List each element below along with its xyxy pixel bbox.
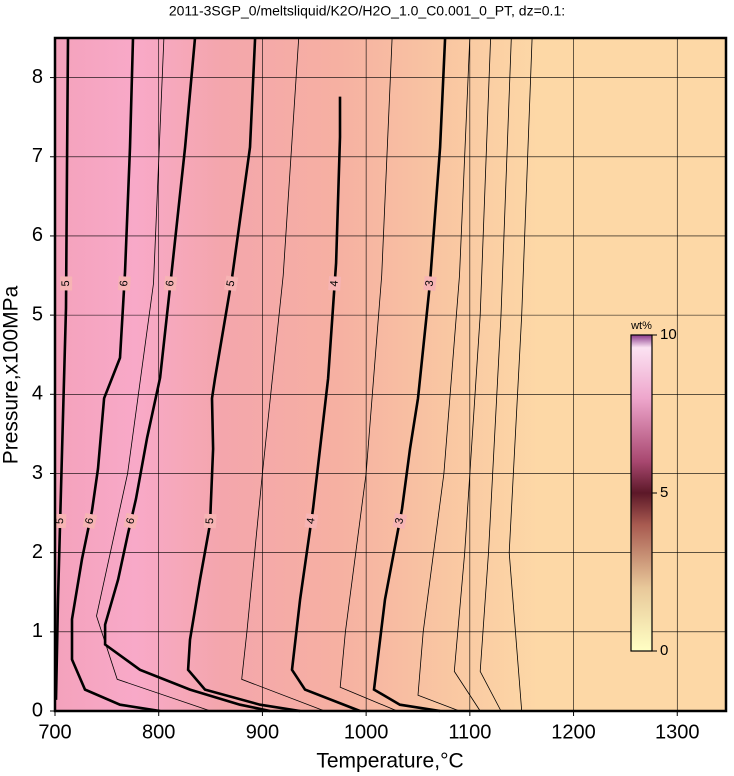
x-tick-label: 1200 — [551, 721, 596, 743]
contour-label-bg — [163, 275, 178, 292]
contour-line — [241, 37, 325, 712]
x-tick-label: 800 — [142, 721, 175, 743]
plot: 700 800 900 1000 1100 1200 1300 0 1 2 3 4 5 6 7 8 6 6 6 6 5 5… — [32, 36, 728, 743]
colorbar-tick-label: 5 — [660, 484, 668, 501]
contour-line-major — [103, 37, 271, 713]
y-tick-label: 6 — [32, 224, 43, 246]
contour-label: 4 — [328, 280, 340, 287]
chart-title: 2011-3SGP_0/meltsliquid/K2O/H2O_1.0_C0.0… — [169, 3, 565, 19]
contour-label: 6 — [124, 517, 137, 526]
contour-label-group: 6 — [163, 275, 178, 292]
x-tick-label: 1000 — [344, 721, 389, 743]
x-tick-label: 900 — [246, 721, 279, 743]
contour-label-group: 6 — [117, 276, 131, 291]
contour-label: 5 — [54, 518, 66, 524]
contour-label-bg — [423, 275, 437, 292]
contour-line-major — [372, 37, 447, 713]
contour-line — [339, 37, 398, 712]
contour-label-bg — [328, 276, 342, 291]
contour-label-bg — [60, 276, 73, 291]
x-tick-label: 1300 — [655, 721, 700, 743]
contour-label: 5 — [204, 518, 216, 525]
contour-label-group: 3 — [423, 275, 437, 292]
contour-label: 3 — [424, 280, 437, 287]
contour-label-group: 4 — [304, 513, 319, 529]
x-axis-label: Temperature,°C — [316, 750, 463, 773]
contour-label-group: 5 — [53, 513, 67, 529]
y-tick-label: 8 — [32, 66, 43, 88]
contour-label-group: 6 — [82, 512, 98, 530]
x-tick-label: 1100 — [448, 721, 491, 743]
contour-label-bg — [304, 513, 319, 529]
colorbar-tick-label: 10 — [660, 326, 677, 343]
contour-label: 4 — [305, 517, 318, 525]
contour-label-bg — [53, 513, 67, 529]
contour-label-bg — [123, 512, 139, 530]
contour-label-group: 5 — [203, 513, 217, 529]
contour-label: 5 — [60, 280, 72, 286]
contour-line — [417, 37, 471, 712]
contour-label-group: 3 — [392, 512, 407, 529]
y-tick-label: 0 — [32, 699, 43, 721]
contour-label: 6 — [118, 280, 130, 287]
y-axis-label: Pressure,x100MPa — [0, 285, 23, 464]
contour-label: 5 — [225, 279, 238, 287]
plot-background — [55, 38, 726, 711]
plot-frame — [53, 36, 728, 713]
contour-line — [508, 37, 533, 712]
contour-line — [453, 37, 491, 712]
contour-label: 3 — [393, 517, 406, 525]
contour-label-group: 4 — [328, 276, 342, 291]
contour-label-bg — [203, 513, 217, 529]
contour-line — [479, 37, 512, 712]
contour-label-group: 5 — [60, 276, 73, 291]
y-tick-label: 4 — [32, 383, 43, 405]
contour-label: 6 — [164, 280, 177, 287]
contour-line-major — [54, 37, 70, 700]
y-tick-label: 2 — [32, 541, 43, 563]
x-tick-label: 700 — [38, 721, 71, 743]
contour-label-bg — [392, 512, 407, 529]
contour-label-group: 6 — [123, 512, 139, 530]
colorbar — [630, 334, 653, 652]
y-tick-label: 3 — [32, 462, 43, 484]
contour-label-group: 5 — [224, 275, 239, 292]
contour-line — [96, 37, 211, 712]
contour-label-bg — [117, 276, 131, 291]
colorbar-label: wt% — [630, 320, 652, 332]
contour-line-major — [70, 37, 161, 713]
contour-label-bg — [82, 512, 98, 530]
contour-line-major — [290, 96, 361, 713]
y-tick-label: 1 — [32, 620, 43, 642]
y-tick-label: 7 — [32, 145, 43, 167]
y-tick-label: 5 — [32, 303, 43, 325]
contour-label: 6 — [83, 517, 96, 525]
contour-label-bg — [224, 275, 239, 292]
colorbar-tick-label: 0 — [660, 642, 668, 659]
